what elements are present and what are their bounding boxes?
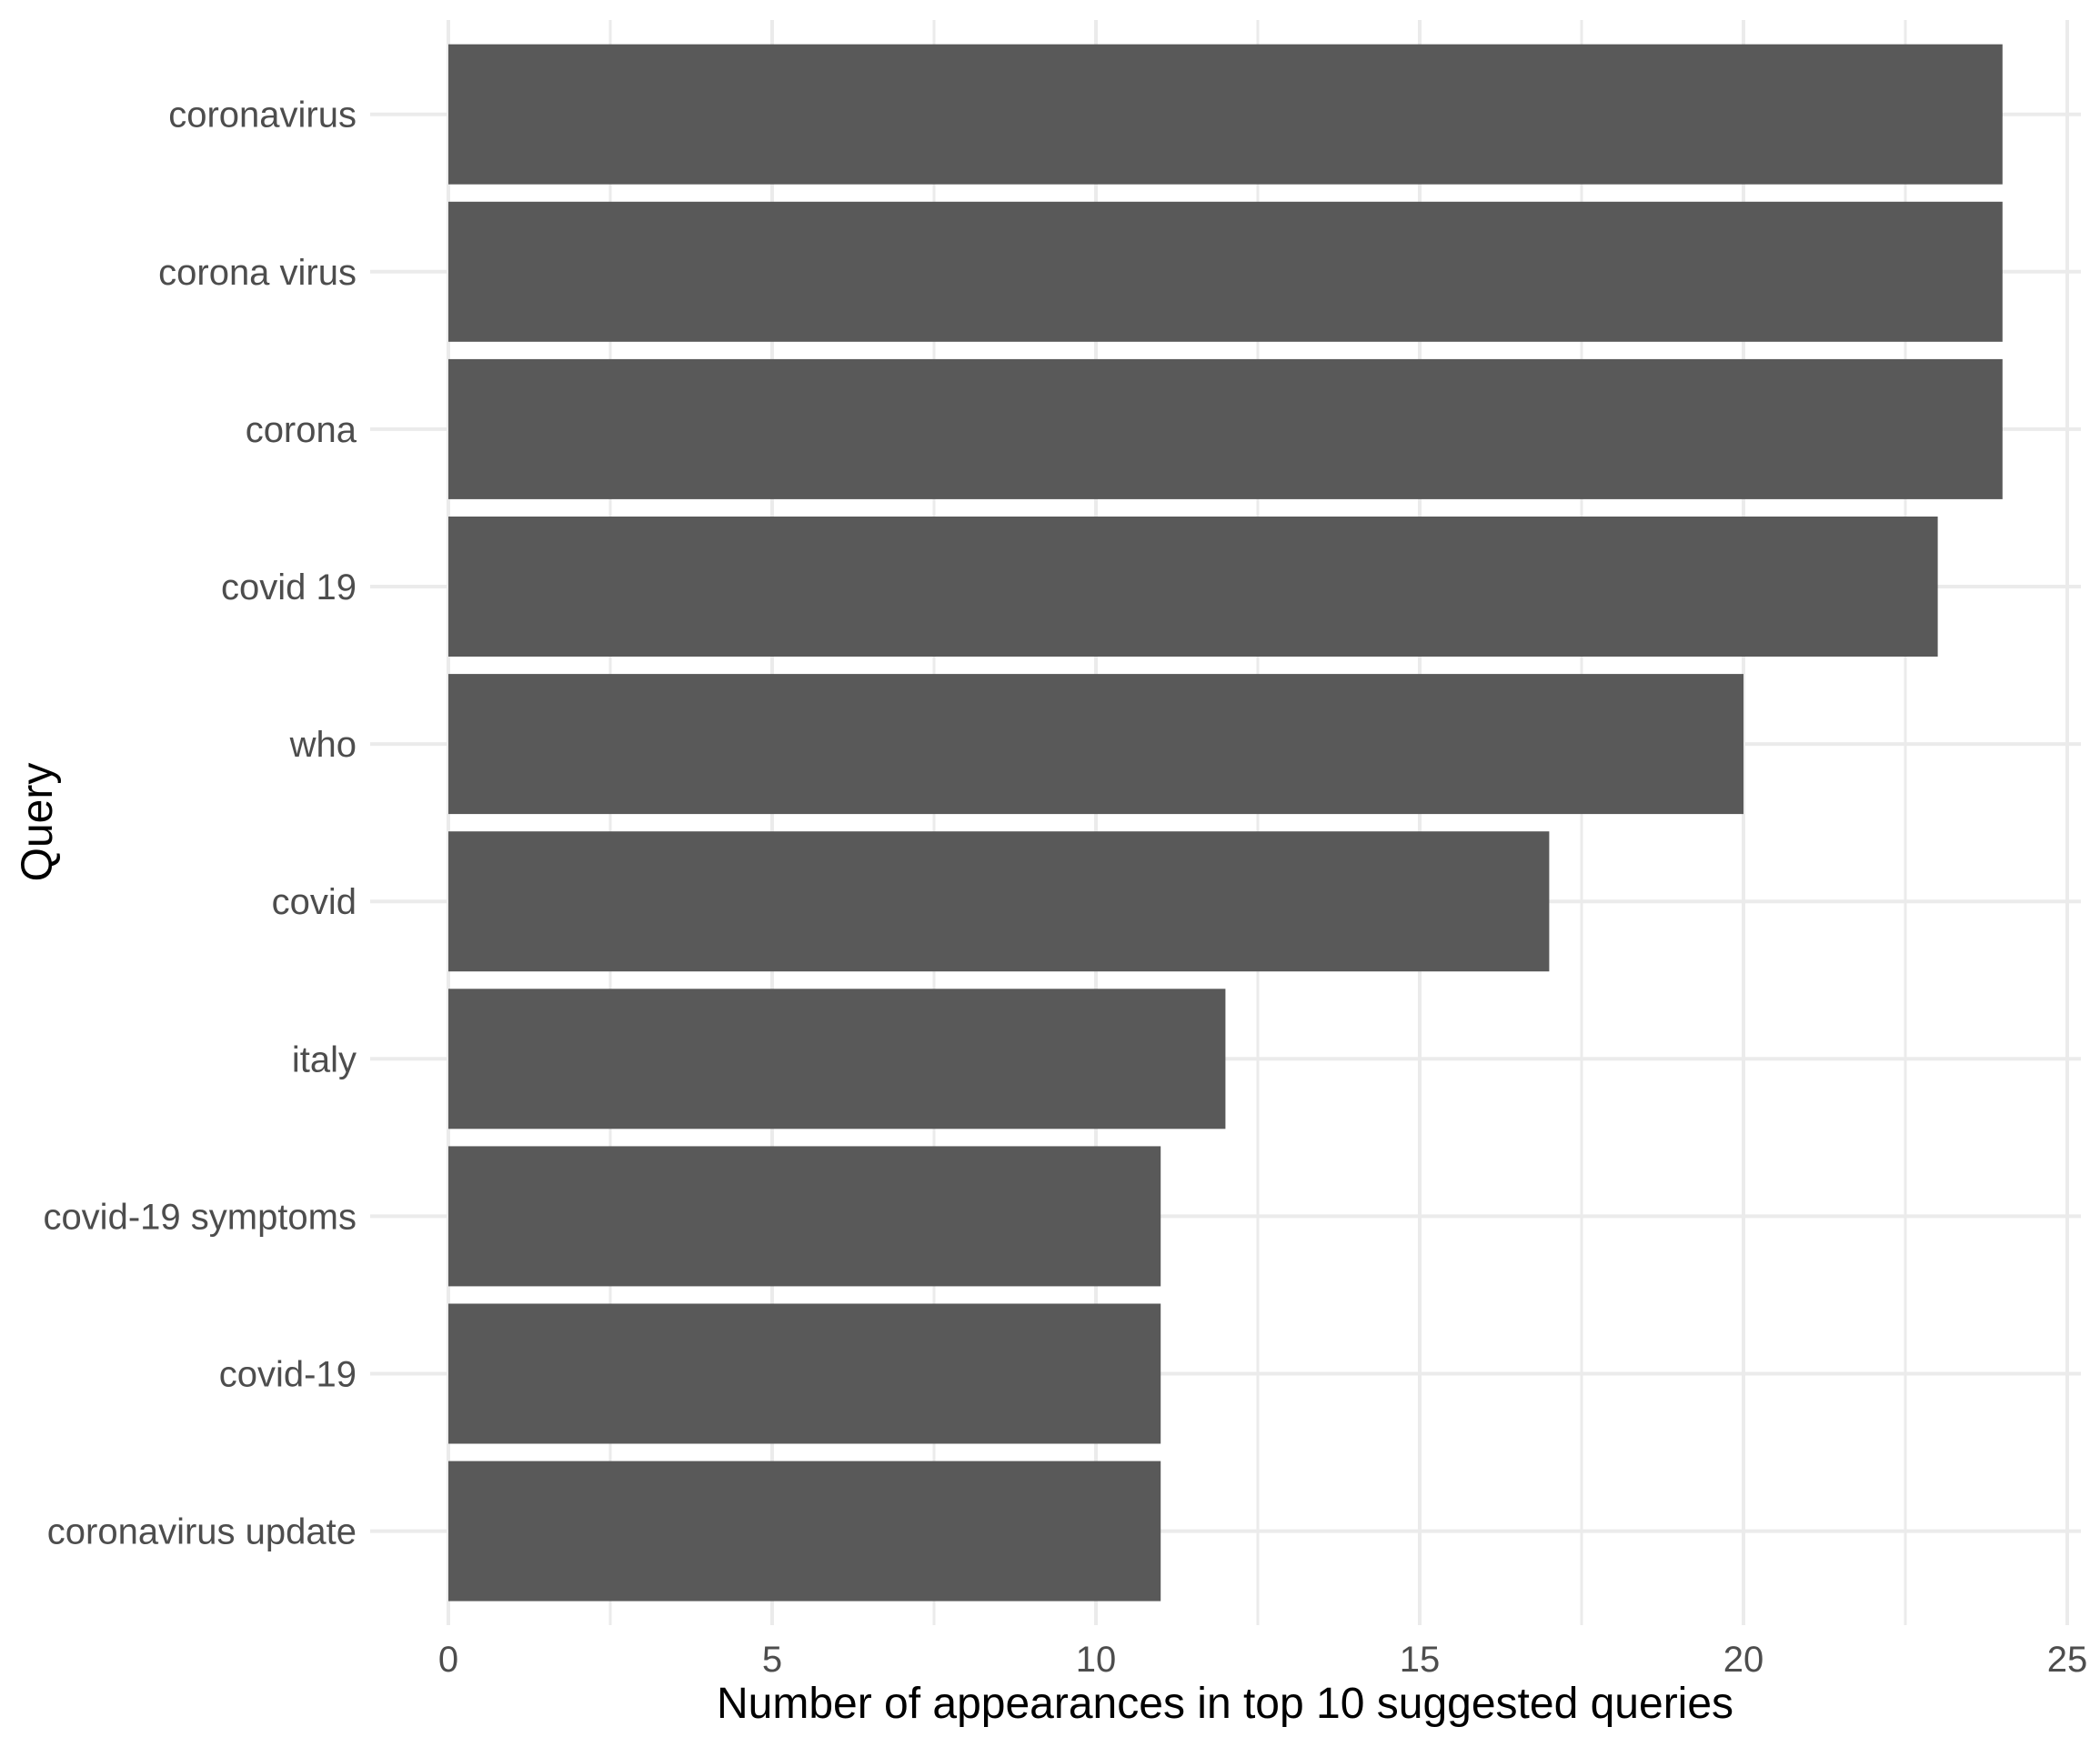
bar bbox=[448, 201, 2003, 342]
bar bbox=[448, 674, 1743, 815]
x-tick-label: 10 bbox=[1076, 1640, 1117, 1680]
y-tick-label: covid 19 bbox=[221, 567, 357, 607]
y-tick-label: coronavirus bbox=[168, 95, 357, 136]
y-tick-label: covid bbox=[272, 882, 357, 922]
bar bbox=[448, 358, 2003, 499]
x-tick-label: 5 bbox=[762, 1640, 782, 1680]
x-tick-label: 25 bbox=[2047, 1640, 2088, 1680]
y-tick-label: covid-19 symptoms bbox=[43, 1197, 357, 1237]
x-tick-label: 15 bbox=[1400, 1640, 1441, 1680]
y-tick-label: italy bbox=[292, 1039, 357, 1079]
bar bbox=[448, 1146, 1161, 1287]
x-axis-title: Number of appearances in top 10 suggeste… bbox=[717, 1680, 1733, 1728]
x-axis-tick-labels: 0 5 10 15 20 25 bbox=[438, 1640, 2087, 1680]
y-tick-label: coronavirus update bbox=[47, 1512, 357, 1552]
y-tick-label: corona virus bbox=[158, 253, 357, 293]
bar bbox=[448, 989, 1226, 1130]
bar bbox=[448, 1303, 1161, 1444]
bar bbox=[448, 1461, 1161, 1601]
y-tick-label: covid-19 bbox=[219, 1355, 357, 1395]
y-axis-title: Query bbox=[14, 763, 62, 882]
x-tick-label: 0 bbox=[438, 1640, 458, 1680]
x-tick-label: 20 bbox=[1723, 1640, 1764, 1680]
bars bbox=[448, 44, 2003, 1601]
bar bbox=[448, 517, 1938, 657]
bar bbox=[448, 831, 1550, 972]
bar bbox=[448, 44, 2003, 185]
y-axis-tick-labels: coronavirus corona virus corona covid 19 who… bbox=[43, 95, 357, 1552]
y-tick-label: corona bbox=[246, 410, 357, 450]
y-tick-label: who bbox=[289, 725, 357, 765]
